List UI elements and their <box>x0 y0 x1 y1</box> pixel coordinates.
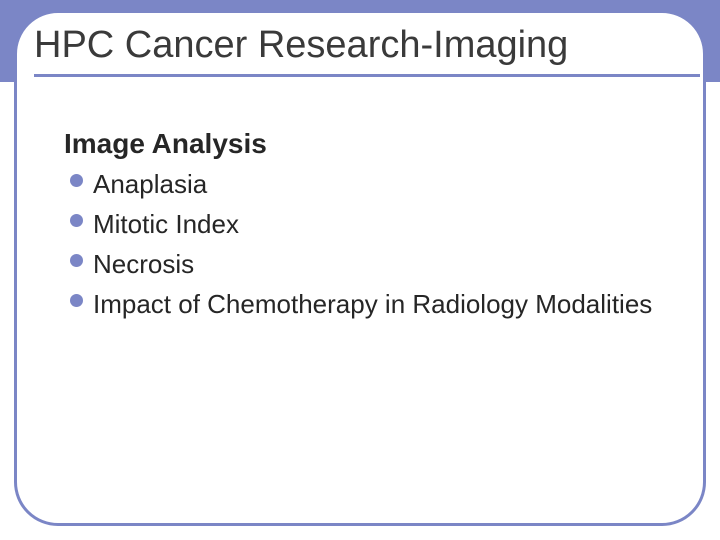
list-item: Anaplasia <box>70 166 676 202</box>
bullet-text: Anaplasia <box>93 166 676 202</box>
bullet-text: Necrosis <box>93 246 676 282</box>
list-item: Mitotic Index <box>70 206 676 242</box>
slide-title: HPC Cancer Research-Imaging <box>34 24 568 67</box>
slide-body: Image Analysis Anaplasia Mitotic Index N… <box>64 128 676 326</box>
bullet-dot-icon <box>70 294 83 307</box>
list-item: Impact of Chemotherapy in Radiology Moda… <box>70 286 676 322</box>
bullet-dot-icon <box>70 214 83 227</box>
bullet-text: Mitotic Index <box>93 206 676 242</box>
title-underline <box>34 74 700 77</box>
bullet-dot-icon <box>70 254 83 267</box>
bullet-text: Impact of Chemotherapy in Radiology Moda… <box>93 286 676 322</box>
subheading: Image Analysis <box>64 128 676 160</box>
bullet-dot-icon <box>70 174 83 187</box>
list-item: Necrosis <box>70 246 676 282</box>
bullet-list: Anaplasia Mitotic Index Necrosis Impact … <box>64 166 676 322</box>
